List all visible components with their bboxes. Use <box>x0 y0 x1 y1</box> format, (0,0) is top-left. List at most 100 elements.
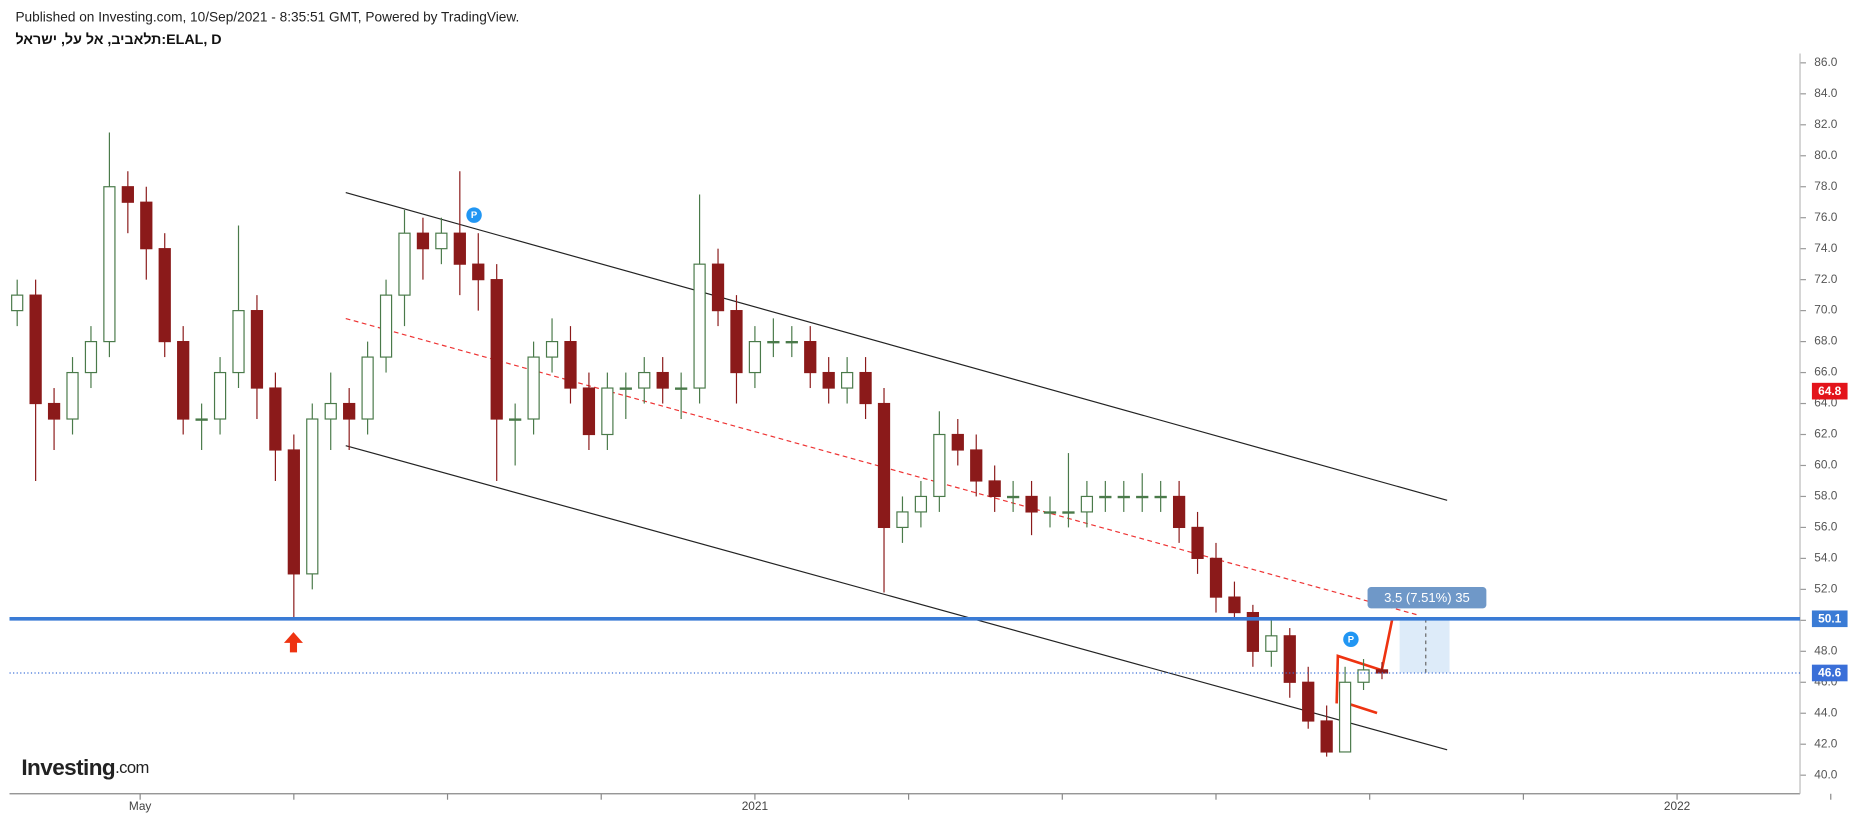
candle-body <box>140 201 153 250</box>
candle-body <box>933 433 946 498</box>
up-arrow <box>283 632 303 653</box>
candle-body <box>158 248 171 343</box>
price-label: 64.8 <box>1818 384 1842 398</box>
x-tick-label: 2021 <box>742 799 769 813</box>
candle-body <box>564 340 577 389</box>
y-tick-label: 62.0 <box>1814 427 1838 441</box>
candle-body <box>121 186 134 203</box>
candle-body <box>306 418 319 575</box>
candle-body <box>250 310 264 389</box>
candle-body <box>1302 681 1315 722</box>
candle-body <box>1246 611 1260 652</box>
candle-body <box>453 232 466 265</box>
measure-label: 3.5 (7.51%) 35 <box>1384 590 1470 605</box>
y-tick-label: 48.0 <box>1814 643 1838 657</box>
measure-box <box>1399 617 1450 673</box>
candle-body <box>1043 511 1057 514</box>
candle-body <box>675 387 688 390</box>
y-tick-label: 52.0 <box>1814 581 1838 595</box>
candle-body <box>1099 495 1112 499</box>
measure-label-box <box>1367 587 1487 609</box>
candle-body <box>1154 495 1167 499</box>
candle-body <box>841 371 854 389</box>
y-tick-label: 74.0 <box>1814 241 1838 255</box>
marker-label: P <box>471 210 478 221</box>
logo-main: Investing <box>21 755 115 780</box>
candle-body <box>416 232 430 250</box>
candle-body <box>822 371 835 389</box>
y-tick-label: 76.0 <box>1814 210 1838 224</box>
candle-body <box>1191 526 1204 559</box>
candle-body <box>324 402 337 420</box>
pattern-line <box>1335 617 1394 704</box>
y-tick-label: 44.0 <box>1814 705 1838 719</box>
candle-body <box>785 340 798 344</box>
candle-body <box>1265 635 1278 652</box>
candle-body <box>29 294 42 405</box>
symbol-title: תלאביב, אל על, ישראל:ELAL, D <box>15 32 221 48</box>
channel-top <box>345 191 1448 501</box>
candle-body <box>859 371 872 405</box>
candle-body <box>1172 495 1186 529</box>
candle-body <box>601 387 614 436</box>
candle-body <box>398 232 411 296</box>
candle-body <box>361 356 374 420</box>
channel-bottom <box>345 445 1448 751</box>
price-label-box <box>1811 382 1848 400</box>
marker <box>466 207 482 223</box>
logo-suffix: .com <box>115 758 149 777</box>
candle-body <box>693 263 706 389</box>
candle-body <box>1209 557 1223 598</box>
candle-body <box>988 480 1001 498</box>
candle-body <box>527 356 540 420</box>
candle-body <box>472 263 485 281</box>
y-tick-label: 78.0 <box>1814 179 1838 193</box>
candle-body <box>11 294 24 312</box>
candle-body <box>84 340 98 374</box>
candle-body <box>287 449 300 575</box>
candle-body <box>804 340 817 374</box>
candle-body <box>1320 720 1333 753</box>
candle-body <box>619 387 632 390</box>
candle-body <box>1080 495 1094 513</box>
y-tick-label: 40.0 <box>1814 767 1838 781</box>
candle-body <box>343 402 356 420</box>
y-tick-label: 68.0 <box>1814 334 1838 348</box>
candle-body <box>582 387 596 436</box>
candle-body <box>66 371 79 420</box>
logo: Investing.com <box>21 755 148 780</box>
candle-body <box>1283 635 1296 683</box>
candle-body <box>656 371 669 389</box>
candle-body <box>748 340 762 374</box>
candle-body <box>269 387 282 451</box>
candle-body <box>195 418 208 421</box>
candle-body <box>435 232 448 250</box>
price-label-box <box>1811 664 1848 682</box>
candle-body <box>711 263 725 312</box>
x-tick-label: May <box>129 799 151 813</box>
x-tick-label: 2022 <box>1664 799 1690 813</box>
candle-body <box>914 495 928 513</box>
candle-body <box>490 279 503 420</box>
y-tick-label: 66.0 <box>1814 365 1838 379</box>
marker <box>1343 631 1359 648</box>
candle-body <box>379 294 393 358</box>
price-label: 46.6 <box>1818 666 1842 680</box>
candle-body <box>1006 495 1020 499</box>
candle-body <box>1025 495 1038 513</box>
marker-label: P <box>1348 634 1355 645</box>
y-tick-label: 84.0 <box>1814 86 1838 100</box>
candle-body <box>638 371 651 389</box>
published-note: Published on Investing.com, 10/Sep/2021 … <box>15 10 519 25</box>
y-tick-label: 70.0 <box>1814 303 1838 317</box>
candle-body <box>730 310 743 374</box>
candle-body <box>47 402 61 420</box>
candle-body <box>1136 495 1149 499</box>
candle-body <box>1117 495 1130 499</box>
price-label: 50.1 <box>1818 612 1842 626</box>
y-tick-label: 56.0 <box>1814 520 1838 534</box>
channel-mid <box>345 317 1420 617</box>
candle-body <box>177 340 190 420</box>
candle-body <box>951 433 964 451</box>
y-tick-label: 54.0 <box>1814 551 1838 565</box>
